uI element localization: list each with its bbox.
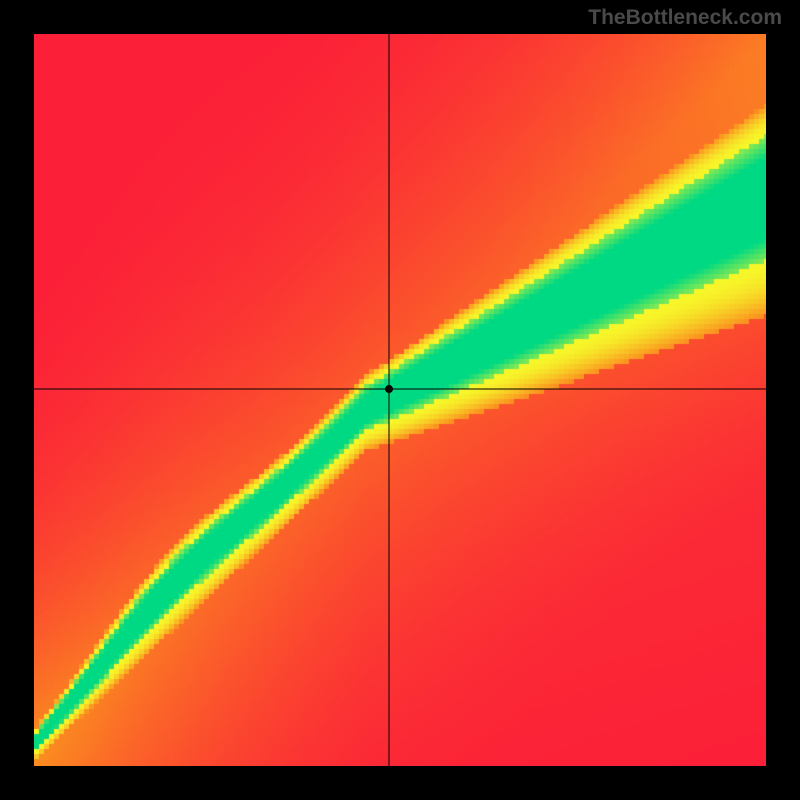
bottleneck-heatmap: [34, 34, 766, 766]
watermark-text: TheBottleneck.com: [588, 6, 782, 30]
chart-container: TheBottleneck.com: [0, 0, 800, 800]
